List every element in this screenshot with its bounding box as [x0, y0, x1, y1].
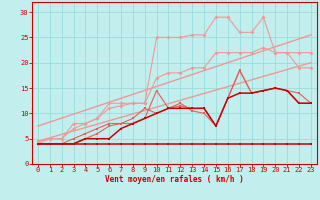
X-axis label: Vent moyen/en rafales ( km/h ): Vent moyen/en rafales ( km/h ) [105, 175, 244, 184]
